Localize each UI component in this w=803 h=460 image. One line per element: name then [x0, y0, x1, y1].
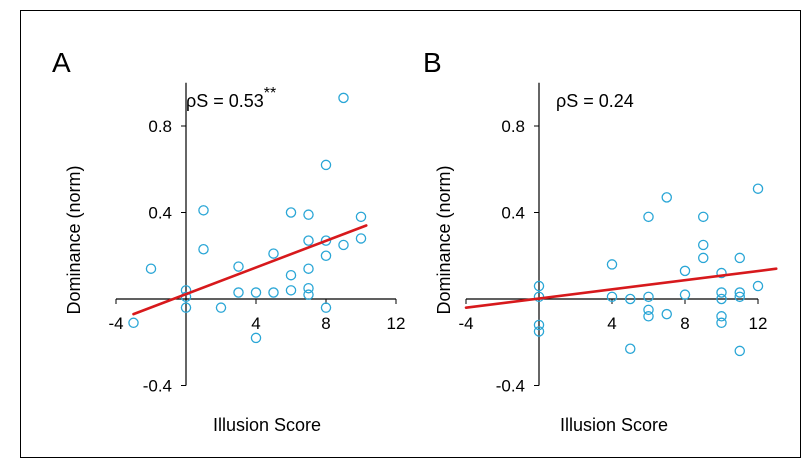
- panel-a-xlabel: Illusion Score: [213, 415, 321, 435]
- panel-b-rho: ρS = 0.24: [556, 91, 634, 111]
- panel-a-data-point: [128, 317, 139, 329]
- panel-b-plot: -4 4 8 12 -0.4 0.4 0.8: [458, 82, 778, 396]
- panel-a-y-tick-label: -0.4: [143, 377, 172, 396]
- panel-b-data-point: [606, 291, 618, 303]
- panel-b-data-point: [716, 267, 727, 279]
- panel-b-data-point: [625, 343, 636, 354]
- panel-a-data-point: [320, 250, 332, 261]
- panel-b-y-tick-label: -0.4: [496, 377, 525, 396]
- panel-a-x-tick-label: 8: [321, 314, 330, 333]
- panel-a-significance: **: [264, 85, 276, 102]
- panel-b-x-tick-label: 8: [680, 314, 689, 333]
- panel-b-data-point: [643, 211, 654, 223]
- panel-b-data-point: [698, 239, 709, 251]
- panel-b-data-point: [643, 311, 654, 322]
- panel-a-data-point: [285, 269, 297, 281]
- panel-a-x-tick-label: 4: [251, 314, 260, 333]
- panel-b-data-point: [698, 211, 709, 223]
- panel-b-x-tick-label: 4: [607, 314, 616, 333]
- panel-a-data-point: [320, 302, 332, 313]
- panel-a-data-point: [145, 263, 157, 274]
- panel-b-letter: B: [423, 47, 442, 78]
- panel-a-y-tick-label: 0.4: [148, 204, 172, 223]
- panel-a-data-point: [268, 248, 279, 259]
- panel-b-x-tick-label: -4: [458, 314, 473, 333]
- panel-b-data-point: [533, 319, 545, 331]
- panel-a-data-point: [320, 235, 332, 246]
- panel-a-plot: -4 4 8 12 -0.4 0.4 0.8: [108, 82, 406, 396]
- panel-a-data-point: [320, 159, 332, 171]
- panel-a-rho: ρS = 0.53**: [186, 85, 276, 111]
- panel-b-data-point: [716, 293, 727, 305]
- panel-a-data-point: [355, 233, 367, 244]
- panel-b-data-point: [606, 259, 618, 270]
- panel-a-rho-value: ρS = 0.53: [186, 91, 264, 111]
- figure-frame: [20, 10, 801, 458]
- panel-a: A ρS = 0.53** Illusion Score Dominance (…: [52, 47, 405, 435]
- panel-b-data-point: [661, 192, 673, 203]
- panel-b-data-point: [643, 291, 654, 303]
- panel-b-data-point: [533, 326, 545, 337]
- panel-b-data-point: [533, 280, 545, 292]
- panel-b: B ρS = 0.24 Illusion Score Dominance (no…: [423, 47, 778, 435]
- panel-a-data-point: [285, 207, 297, 218]
- panel-b-data-point: [625, 293, 636, 305]
- panel-a-data-point: [198, 205, 209, 216]
- panel-b-data-point: [752, 183, 764, 194]
- panel-a-data-point: [215, 302, 227, 313]
- panel-a-data-point: [250, 287, 262, 298]
- panel-a-data-point: [303, 235, 314, 246]
- panel-a-data-point: [355, 211, 367, 223]
- panel-b-ylabel: Dominance (norm): [434, 165, 454, 314]
- panel-a-data-point: [198, 244, 209, 255]
- panel-a-y-tick-label: 0.8: [148, 117, 172, 136]
- panel-b-x-tick-label: 12: [749, 314, 768, 333]
- panel-b-y-tick-label: 0.8: [501, 117, 525, 136]
- panel-b-data-point: [716, 317, 727, 329]
- panel-a-data-point: [268, 287, 279, 298]
- panel-b-data-point: [734, 287, 746, 298]
- panel-b-regression-line: [464, 267, 778, 309]
- panel-b-data-point: [643, 304, 654, 316]
- panel-b-y-tick-label: 0.4: [501, 204, 525, 223]
- panel-b-data-point: [734, 252, 746, 264]
- panel-b-data-point: [679, 265, 691, 277]
- panel-a-x-tick-label: 12: [387, 314, 406, 333]
- panel-a-data-point: [233, 261, 244, 272]
- panel-b-data-point: [734, 291, 746, 303]
- panel-a-data-point: [303, 263, 314, 274]
- panel-b-data-point: [679, 289, 691, 300]
- panel-a-data-point: [250, 332, 262, 344]
- panel-a-data-point: [303, 209, 314, 220]
- panel-a-ylabel: Dominance (norm): [64, 165, 84, 314]
- panel-b-xlabel: Illusion Score: [560, 415, 668, 435]
- panel-a-data-point: [338, 239, 349, 251]
- panel-b-data-point: [716, 311, 727, 322]
- panel-b-data-point: [734, 345, 746, 357]
- panel-a-data-point: [233, 287, 244, 298]
- panel-a-data-point: [285, 285, 297, 296]
- panel-b-data-point: [661, 308, 673, 320]
- panel-a-regression-line: [132, 224, 368, 316]
- panel-b-data-point: [752, 280, 764, 292]
- panel-a-data-point: [303, 289, 314, 300]
- panel-a-data-point: [180, 302, 192, 313]
- panel-b-data-point: [698, 252, 709, 264]
- panel-a-letter: A: [52, 47, 71, 78]
- panel-a-data-point: [338, 92, 349, 104]
- panel-a-data-point: [303, 282, 314, 294]
- panel-a-x-tick-label: -4: [108, 314, 123, 333]
- panel-b-data-point: [716, 287, 727, 298]
